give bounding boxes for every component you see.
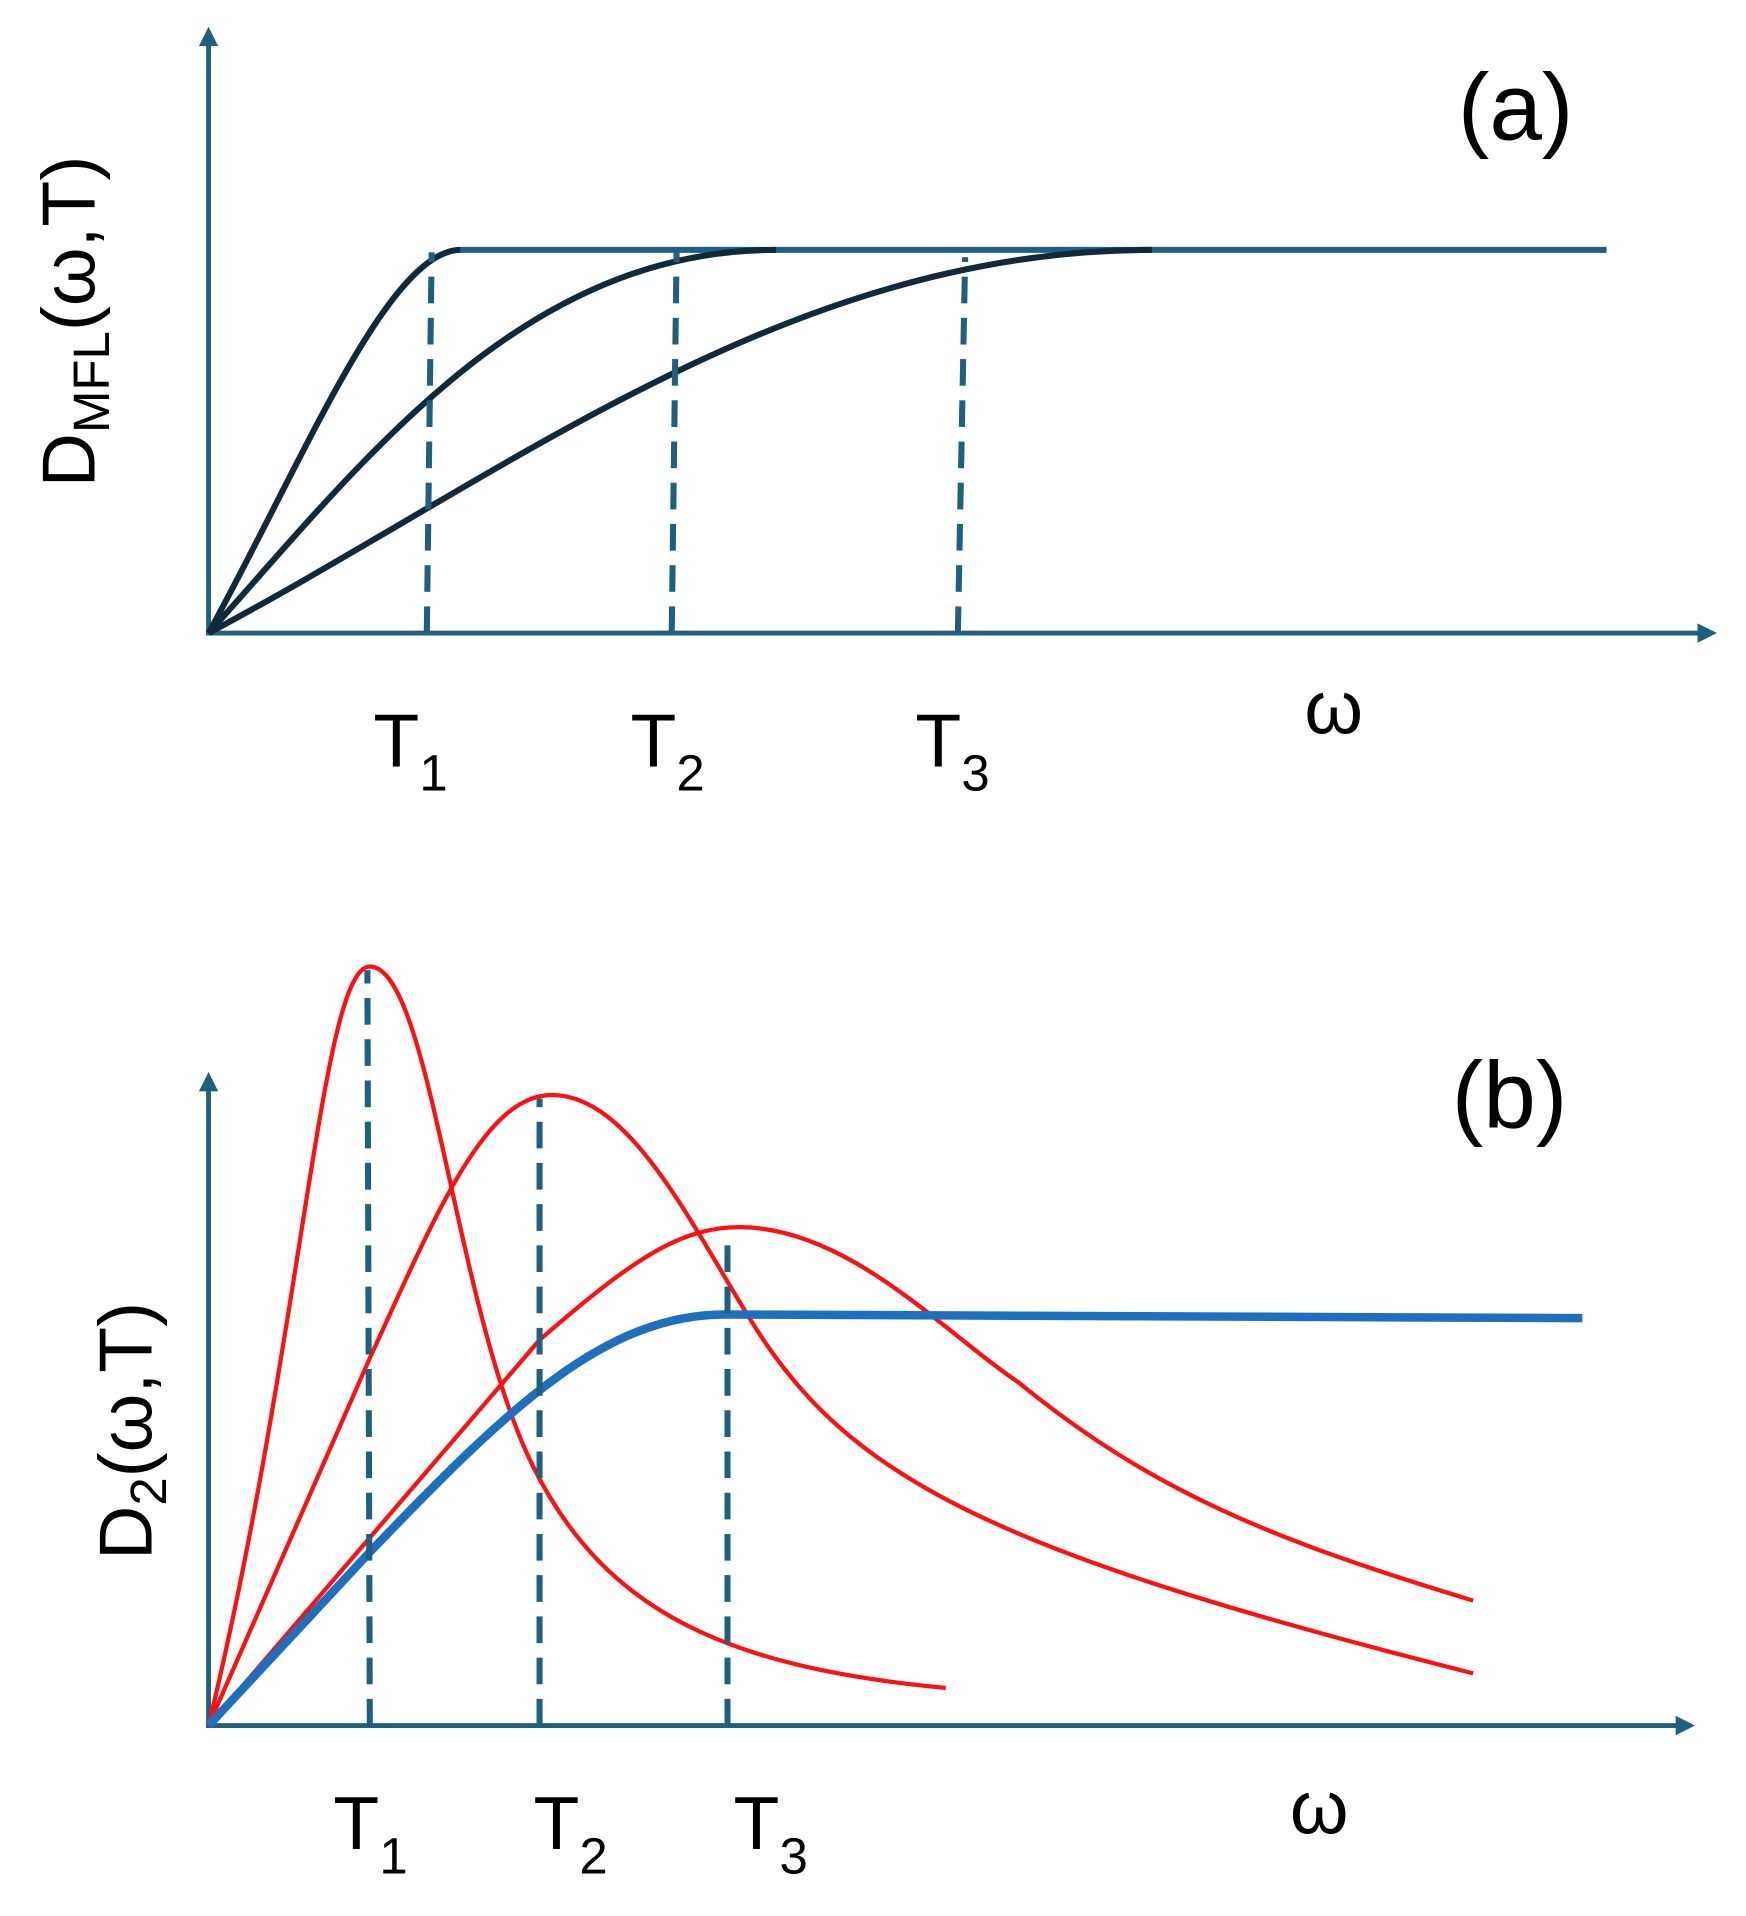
y-label-main: D xyxy=(27,433,111,487)
curve xyxy=(206,1092,1474,1727)
marker-main: T xyxy=(734,1781,780,1865)
x-label: ω xyxy=(1304,666,1363,750)
y-label-args: (ω,T) xyxy=(84,1302,168,1478)
panel-b: (b) ω D2(ω,T) T1 T2 T3 xyxy=(84,964,1696,1884)
y-label: D2(ω,T) xyxy=(84,1302,178,1560)
marker-sub: 2 xyxy=(676,745,704,802)
y-label-args: (ω,T) xyxy=(27,156,111,332)
marker-line xyxy=(954,257,969,634)
curve xyxy=(205,1310,1583,1729)
marker-label: T1 xyxy=(333,1781,407,1884)
y-label: DMFL(ω,T) xyxy=(27,156,121,488)
marker-main: T xyxy=(915,698,961,782)
marker-label: T2 xyxy=(631,698,705,801)
marker-line xyxy=(668,252,680,634)
y-label-sub: 2 xyxy=(120,1477,177,1505)
curve xyxy=(207,246,1152,636)
curve xyxy=(206,246,777,636)
marker-sub: 1 xyxy=(379,1827,407,1884)
marker-label: T3 xyxy=(734,1781,808,1884)
y-label-sub: MFL xyxy=(63,331,120,433)
marker-label: T3 xyxy=(915,698,989,801)
y-label-main: D xyxy=(84,1506,168,1560)
marker-label: T1 xyxy=(373,698,447,801)
curve xyxy=(206,1225,1474,1727)
marker-sub: 3 xyxy=(779,1827,807,1884)
marker-line xyxy=(364,970,373,1726)
panel-label: (a) xyxy=(1458,55,1574,161)
marker-main: T xyxy=(333,1781,379,1865)
panel-label: (b) xyxy=(1452,1043,1568,1149)
marker-sub: 2 xyxy=(579,1827,607,1884)
marker-main: T xyxy=(373,698,419,782)
curve xyxy=(206,964,946,1727)
marker-line xyxy=(423,252,435,634)
marker-label: T2 xyxy=(534,1781,608,1884)
marker-main: T xyxy=(534,1781,580,1865)
x-label: ω xyxy=(1290,1765,1349,1849)
marker-sub: 1 xyxy=(419,745,447,802)
panel-a: (a) ω DMFL(ω,T) T1 T2 T3 xyxy=(27,26,1717,802)
marker-sub: 3 xyxy=(961,745,989,802)
marker-main: T xyxy=(631,698,677,782)
curve xyxy=(205,246,461,635)
